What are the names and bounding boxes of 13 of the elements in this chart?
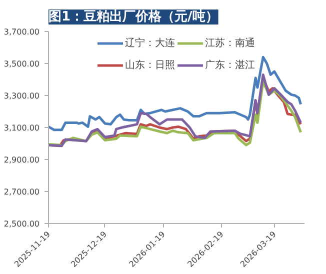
y-tick-label: 2,500.00 [4,220,40,228]
y-tick-label: 3,300.00 [4,92,40,100]
y-tick-label: 2,900.00 [4,156,40,164]
y-tick-label: 3,500.00 [4,60,40,68]
y-tick-label: 2,700.00 [4,188,40,196]
chart-title: 图1：豆粕出厂价格（元/吨） [48,10,218,24]
legend-label: 山东：日照 [125,58,175,72]
legend-label: 辽宁：大连 [125,36,175,50]
legend-label: 江苏：南通 [205,36,255,50]
y-tick-label: 3,700.00 [4,28,40,36]
legend-label: 广东：湛江 [205,58,255,72]
line-series [48,56,302,132]
y-tick-label: 3,100.00 [4,124,40,132]
